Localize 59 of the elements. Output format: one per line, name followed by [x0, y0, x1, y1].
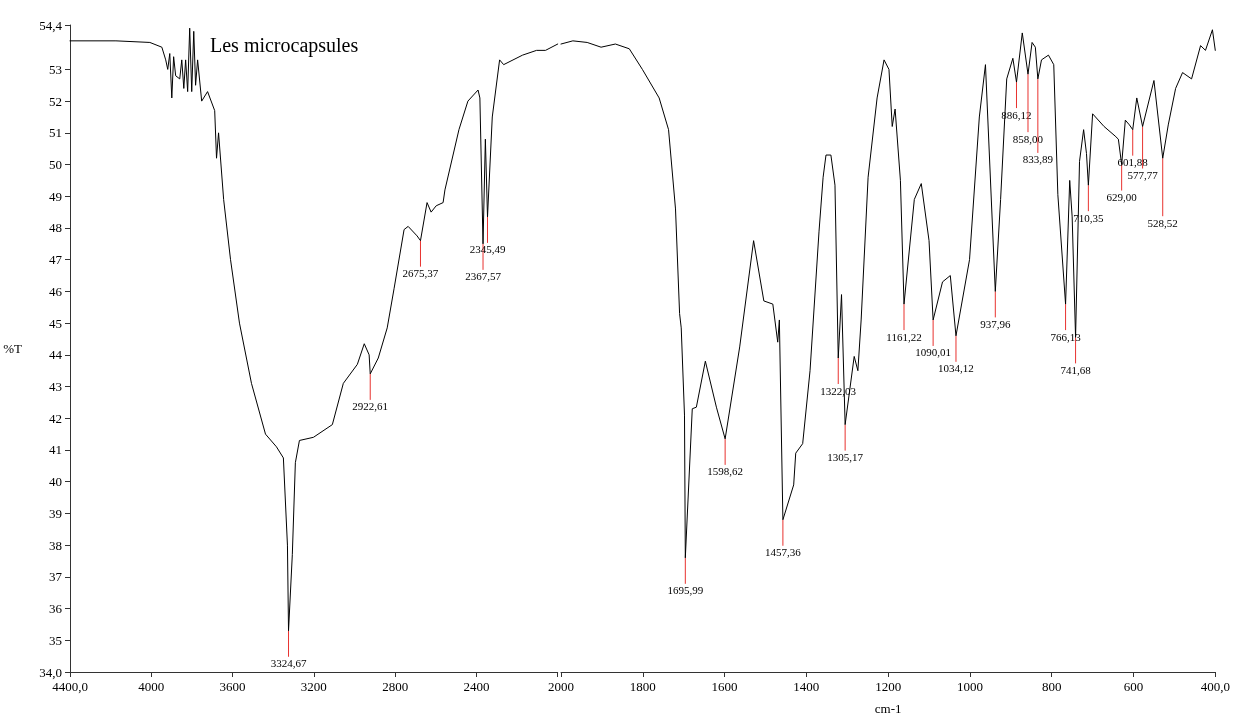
annotation: 1161,22	[886, 330, 922, 343]
annotation: 2922,61	[352, 400, 389, 413]
y-tick-label: 35	[49, 632, 62, 648]
y-tick-label: 40	[49, 474, 62, 490]
x-tick-label: 3600	[219, 679, 246, 694]
y-tick-label: 46	[49, 283, 63, 299]
annotation: 937,96	[979, 317, 1011, 330]
y-tick-label: 45	[49, 315, 62, 331]
y-tick-label: 51	[49, 125, 62, 141]
x-tick-label: 1800	[629, 679, 656, 694]
annotation: 3324,67	[270, 657, 307, 670]
y-tick-label: 54,4	[39, 17, 63, 33]
annotation: 1457,36	[764, 546, 801, 559]
annotation: 1034,12	[937, 362, 974, 375]
chart-title: Les microcapsules	[210, 34, 359, 57]
annotation: 1090,01	[914, 346, 951, 359]
annotation: 1598,62	[706, 465, 743, 478]
y-tick-label: 36	[49, 601, 63, 617]
x-tick-label: 4000	[138, 679, 165, 694]
annotation: 858,00	[1012, 132, 1044, 145]
annotation: 1695,99	[667, 584, 704, 597]
annotation: 741,68	[1060, 363, 1091, 376]
x-tick-label: 1200	[874, 679, 901, 694]
y-tick-label: 38	[49, 537, 62, 553]
x-tick-label: 1400	[793, 679, 820, 694]
y-tick-label: 52	[49, 93, 62, 109]
y-tick-label: 43	[49, 379, 62, 395]
x-tick-label: 1600	[711, 679, 738, 694]
y-tick-label: 37	[49, 569, 63, 585]
y-tick-label: 50	[49, 157, 62, 173]
y-tick-label: 41	[49, 442, 62, 458]
annotation: 629,00	[1106, 191, 1137, 204]
y-tick-label: 39	[49, 505, 62, 521]
annotation: 528,52	[1147, 216, 1178, 229]
y-tick-label: 42	[49, 410, 62, 426]
y-tick-label: 47	[49, 252, 63, 268]
y-tick-label: 49	[49, 188, 62, 204]
annotation: 577,77	[1127, 168, 1158, 181]
x-tick-label: 2800	[382, 679, 409, 694]
annotation: 2345,49	[469, 243, 506, 256]
x-tick-label: 1000	[956, 679, 983, 694]
x-tick-label: 2000	[547, 679, 574, 694]
x-axis-title: cm-1	[874, 701, 902, 716]
y-tick-label: 34,0	[39, 664, 62, 680]
y-axis-title: %T	[3, 341, 23, 356]
annotation: 1305,17	[826, 451, 864, 464]
y-tick-label: 44	[49, 347, 63, 363]
annotation: 2675,37	[402, 267, 439, 280]
x-tick-label: 4400,0	[52, 679, 88, 694]
x-tick-label: 400,0	[1200, 679, 1230, 694]
annotation: 833,89	[1022, 153, 1054, 166]
x-tick-label: 3200	[300, 679, 327, 694]
x-tick-label: 2400	[463, 679, 490, 694]
y-tick-label: 53	[49, 61, 62, 77]
x-tick-label: 800	[1041, 679, 1062, 694]
x-tick-label: 600	[1123, 679, 1143, 694]
y-tick-label: 48	[49, 220, 62, 236]
annotation: 2367,57	[465, 270, 502, 283]
annotation: 886,12	[1001, 108, 1032, 121]
